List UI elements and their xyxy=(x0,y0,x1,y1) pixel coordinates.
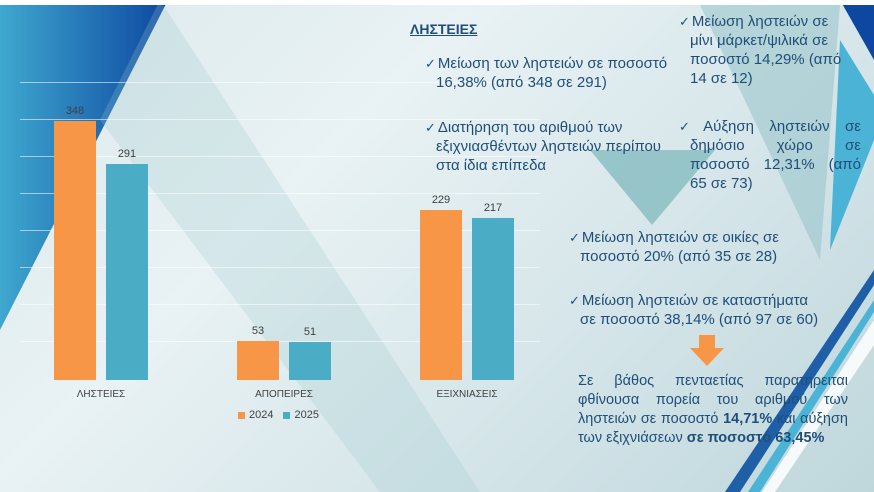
value-label: 348 xyxy=(65,105,85,117)
down-arrow-icon xyxy=(690,335,724,366)
check-icon: ✓ xyxy=(679,14,690,29)
check-icon: ✓ xyxy=(425,120,436,135)
check-icon: ✓ xyxy=(569,293,580,308)
bar-2024-lhsteies xyxy=(54,121,96,380)
gridline xyxy=(20,230,540,231)
page-title: ΛΗΣΤΕΙΕΣ xyxy=(410,21,478,37)
gridline xyxy=(20,267,540,268)
category-label: ΛΗΣΤΕΙΕΣ xyxy=(76,389,126,400)
legend-swatch-2024 xyxy=(238,411,245,419)
gridline xyxy=(20,156,540,157)
category-label: ΕΞΙΧΝΙΑΣΕΙΣ xyxy=(436,389,498,400)
bullet-robbery-decrease: ✓ Μείωση των ληστειών σε ποσοστό 16,38% (… xyxy=(425,55,668,91)
top-band xyxy=(0,0,874,5)
bar-2024-exichniaseis xyxy=(420,210,462,380)
legend-label-2024: 2024 xyxy=(249,409,274,421)
gridline xyxy=(20,82,540,83)
bar-2025-exichniaseis xyxy=(472,218,514,380)
check-icon: ✓ xyxy=(679,119,702,134)
check-icon: ✓ xyxy=(569,230,580,245)
gridline xyxy=(20,341,540,342)
legend-label-2025: 2025 xyxy=(294,409,319,421)
value-label: 229 xyxy=(431,194,451,206)
value-label: 291 xyxy=(117,148,137,160)
bullet-solved-maintained: ✓ Διατήρηση του αριθμού των εξιχνιασθέντω… xyxy=(425,119,661,174)
bullet-public-space: ✓ Αύξηση ληστειών σε δημόσιο χώρο σε ποσο… xyxy=(679,118,861,192)
value-label: 51 xyxy=(303,326,317,338)
bullet-stores: ✓ Μείωση ληστειών σε καταστήματα σε ποσοσ… xyxy=(569,292,819,328)
chart-legend: 2024 2025 xyxy=(238,409,319,421)
gridline xyxy=(20,304,540,305)
bullet-minimarket: ✓ Μείωση ληστειών σε μίνι μάρκετ/ψιλικά σ… xyxy=(679,13,842,87)
bullet-homes: ✓ Μείωση ληστειών σε οικίες σε ποσοστό 20… xyxy=(569,229,779,265)
bar-2025-lhsteies xyxy=(106,164,148,380)
category-label: ΑΠΟΠΕΙΡΕΣ xyxy=(255,389,313,400)
value-label: 217 xyxy=(483,202,503,214)
bar-2025-apopeires xyxy=(289,342,331,380)
gridline xyxy=(20,119,540,120)
gridline xyxy=(20,193,540,194)
check-icon: ✓ xyxy=(425,56,436,71)
legend-swatch-2025 xyxy=(283,411,291,419)
summary-text: Σε βάθος πενταετίας παρατηρειται φθίνουσ… xyxy=(578,373,848,446)
bar-2024-apopeires xyxy=(237,341,279,380)
value-label: 53 xyxy=(251,325,265,337)
